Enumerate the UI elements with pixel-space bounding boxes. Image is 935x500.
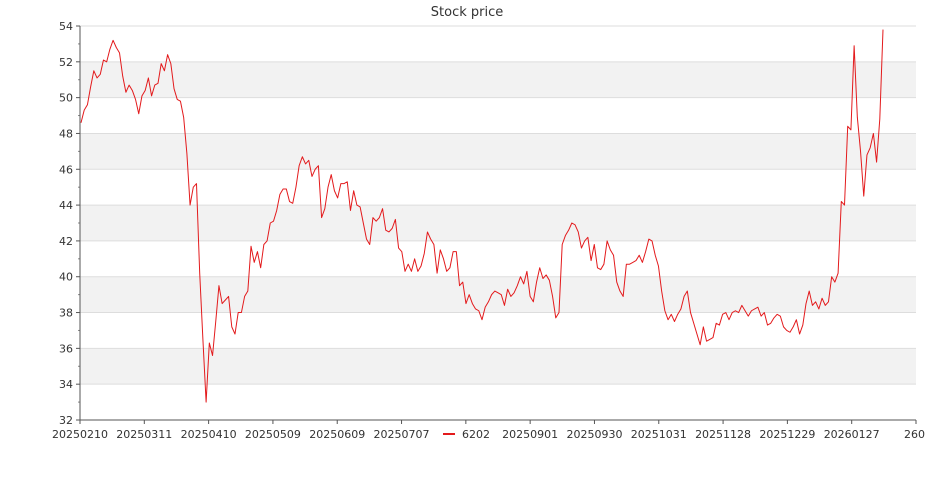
grid-band — [80, 276, 916, 313]
grid-band — [80, 348, 916, 385]
x-tick-label: 20250609 — [309, 428, 365, 441]
x-tick-label: 20250930 — [566, 428, 622, 441]
x-tick-label: 20250901 — [502, 428, 558, 441]
plot-area — [80, 29, 884, 403]
x-tick-label: 20251229 — [759, 428, 815, 441]
grid-lines — [80, 25, 916, 421]
x-tick-label: 20250509 — [245, 428, 301, 441]
y-tick-label: 44 — [59, 199, 73, 212]
legend[interactable]: 6202 — [437, 424, 499, 444]
y-tick-label: 50 — [59, 92, 73, 105]
legend-background — [437, 424, 499, 444]
x-tick-label: 20250210 — [52, 428, 108, 441]
grid-bands — [80, 61, 916, 385]
y-axis: 32 34 36 38 40 42 44 46 48 50 52 54 — [59, 20, 81, 427]
y-tick-label: 42 — [59, 235, 73, 248]
y-tick-label: 36 — [59, 342, 73, 355]
x-tick-label: 20251128 — [695, 428, 751, 441]
y-tick-label: 34 — [59, 378, 73, 391]
y-tick-label: 54 — [59, 20, 73, 33]
x-tick-label: 20251031 — [631, 428, 687, 441]
grid-band — [80, 205, 916, 241]
y-tick-label: 38 — [59, 307, 73, 320]
y-tick-label: 52 — [59, 56, 73, 69]
y-tick-label: 46 — [59, 163, 73, 176]
x-tick-label: 260 — [904, 428, 925, 441]
x-tick-label: 20250707 — [374, 428, 430, 441]
series-line-6202 — [80, 29, 884, 403]
legend-label-6202: 6202 — [462, 428, 490, 441]
y-tick-label: 32 — [59, 414, 73, 427]
x-tick-label: 20250410 — [181, 428, 237, 441]
chart-title: Stock price — [431, 5, 503, 20]
x-tick-label: 20260127 — [824, 428, 880, 441]
x-tick-label: 20250311 — [116, 428, 172, 441]
grid-band — [80, 133, 916, 170]
grid-band — [80, 61, 916, 98]
y-tick-label: 48 — [59, 127, 73, 140]
x-axis: 20250210 20250311 20250410 20250509 20250609… — [52, 419, 925, 441]
y-tick-label: 40 — [59, 271, 73, 284]
